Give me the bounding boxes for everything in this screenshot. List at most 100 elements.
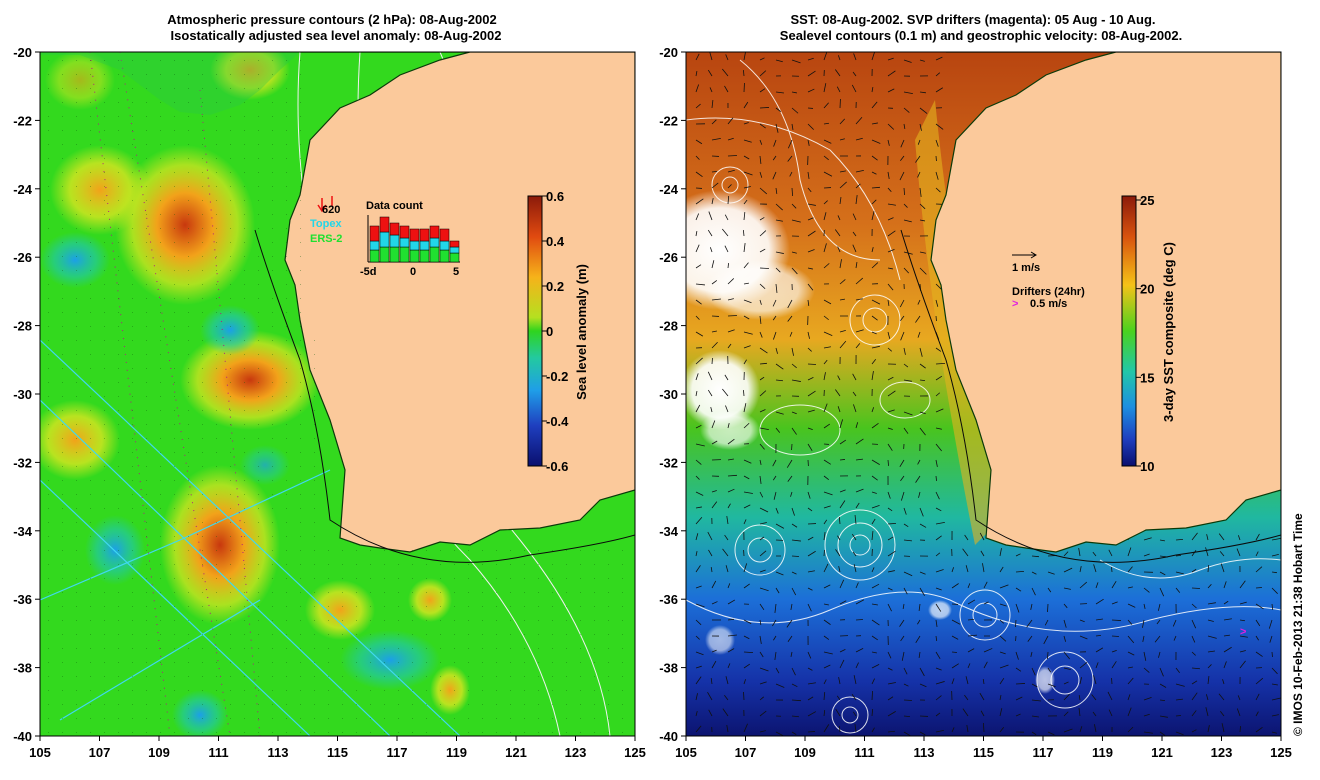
colorbar-tick-label: 0 <box>546 324 553 339</box>
colorbar-tick-label: 0.6 <box>546 189 564 204</box>
sla-colorbar: 0.6 0.4 0.2 0 -0.2 -0.4 -0.6 Sea level anomaly… <box>527 189 589 474</box>
sla-high-anomaly <box>40 400 120 480</box>
sst-colorbar: 25 20 15 10 3-day SST composite (deg C) <box>1121 193 1176 474</box>
inset-bar-other <box>379 216 390 233</box>
lat-tick-label: -22 <box>659 113 678 128</box>
inset-bar-other <box>399 225 410 239</box>
sla-high-anomaly <box>210 52 290 100</box>
inset-bar-other <box>419 228 430 242</box>
inset-count: 620 <box>322 204 340 216</box>
inset-bar-topex <box>389 234 400 248</box>
inset-bar-ers2 <box>419 249 430 263</box>
velocity-arrows <box>695 52 1281 736</box>
lat-tick-label: -38 <box>13 661 32 676</box>
shelf-contour <box>254 229 635 563</box>
sea-level-contours <box>686 59 1281 734</box>
lat-tick-label: -32 <box>13 455 32 470</box>
inset-bar-ers2 <box>379 246 390 263</box>
credit-text: © IMOS 10-Feb-2013 21:38 Hobart Time <box>1291 513 1305 736</box>
lon-tick-label: 109 <box>148 745 170 760</box>
australia-landmass <box>931 52 1281 552</box>
left-latitude-axis: -20 -22 -24 -26 -28 -30 -32 -34 -36 -38 -40 <box>13 45 40 744</box>
inset-bar-topex <box>449 246 460 254</box>
lat-tick-label: -38 <box>659 661 678 676</box>
lon-tick-label: 113 <box>268 745 289 760</box>
sla-low-anomaly <box>172 690 228 736</box>
inset-bar-topex <box>419 240 430 251</box>
inset-title: Data count <box>366 200 423 212</box>
lon-tick-label: 111 <box>208 745 228 760</box>
inset-bar-ers2 <box>439 249 450 263</box>
lat-tick-label: -28 <box>13 319 32 334</box>
sla-high-anomaly <box>305 580 375 640</box>
drifter-symbol-icon: > <box>1012 298 1018 310</box>
colorbar-tick-label: 10 <box>1140 459 1154 474</box>
lat-tick-label: -26 <box>13 250 32 265</box>
velocity-legend: 1 m/s Drifters (24hr) > 0.5 m/s <box>1012 251 1085 310</box>
left-title-line1: Atmospheric pressure contours (2 hPa): 0… <box>167 12 496 27</box>
lon-tick-label: 111 <box>854 745 874 760</box>
colorbar-tick-label: -0.4 <box>546 414 569 429</box>
inset-bar-other <box>409 228 420 242</box>
sla-colorbar-ramp <box>527 195 543 467</box>
inset-bar-ers2 <box>389 246 400 263</box>
inset-bar-other <box>439 228 450 242</box>
lon-tick-label: 109 <box>794 745 816 760</box>
lon-tick-label: 107 <box>735 745 757 760</box>
lat-tick-label: -34 <box>13 524 33 539</box>
sla-high-anomaly <box>430 665 470 715</box>
lat-tick-label: -20 <box>13 45 32 60</box>
inset-tick-end: 5 <box>453 266 459 278</box>
sla-high-anomaly <box>180 330 320 430</box>
inset-bar-topex <box>439 240 450 251</box>
drifters-speed: 0.5 m/s <box>1030 298 1067 310</box>
lon-tick-label: 117 <box>1033 745 1054 760</box>
legend-ers2: ERS-2 <box>310 233 342 245</box>
inset-bar-topex <box>429 237 440 248</box>
cloud-mask <box>705 260 815 320</box>
lat-tick-label: -24 <box>13 182 33 197</box>
inset-bar-topex <box>379 231 390 248</box>
right-title-line1: SST: 08-Aug-2002. SVP drifters (magenta)… <box>790 12 1155 27</box>
inset-tick-start: -5d <box>360 266 377 278</box>
colorbar-tick-label: 20 <box>1140 282 1154 297</box>
lat-tick-label: -30 <box>659 387 678 402</box>
inset-bar-ers2 <box>409 249 420 263</box>
lon-tick-label: 105 <box>29 745 51 760</box>
coastline <box>930 52 1281 553</box>
inset-bar-ers2 <box>449 252 460 263</box>
lon-tick-label: 115 <box>973 745 994 760</box>
lon-tick-label: 125 <box>1270 745 1292 760</box>
lat-tick-label: -36 <box>13 592 32 607</box>
inset-bar-other <box>389 222 400 236</box>
colorbar-tick-label: 0.2 <box>546 279 564 294</box>
lon-tick-label: 123 <box>565 745 587 760</box>
lon-tick-label: 125 <box>624 745 646 760</box>
inset-bar-other <box>429 225 440 239</box>
lon-tick-label: 113 <box>914 745 935 760</box>
lat-tick-label: -40 <box>13 729 32 744</box>
colorbar-tick-label: -0.2 <box>546 369 568 384</box>
colorbar-tick-label: 15 <box>1140 370 1154 385</box>
left-map-panel: Data count -5d 0 5 620 Topex ERS-2 <box>40 52 635 736</box>
right-title-line2: Sealevel contours (0.1 m) and geostrophi… <box>780 28 1182 43</box>
right-latitude-axis: -20 -22 -24 -26 -28 -30 -32 -34 -36 -38 -40 <box>659 45 686 744</box>
sla-colorbar-label: Sea level anomaly (m) <box>574 264 589 400</box>
arrow-right-icon <box>1030 251 1037 259</box>
sla-high-anomaly <box>45 52 115 110</box>
lat-tick-label: -30 <box>13 387 32 402</box>
lon-tick-label: 121 <box>1151 745 1173 760</box>
colorbar-tick-label: 0.4 <box>546 234 565 249</box>
cloud-mask <box>705 625 735 655</box>
sla-high-anomaly <box>115 145 255 305</box>
sla-low-anomaly <box>240 445 290 485</box>
lon-tick-label: 105 <box>675 745 697 760</box>
cloud-mask <box>700 410 760 450</box>
sla-low-anomaly <box>200 305 260 355</box>
lat-tick-label: -34 <box>659 524 679 539</box>
sst-colorbar-ramp <box>1121 195 1137 467</box>
lat-tick-label: -22 <box>13 113 32 128</box>
drifters-label: Drifters (24hr) <box>1012 286 1085 298</box>
lon-tick-label: 119 <box>1092 745 1113 760</box>
